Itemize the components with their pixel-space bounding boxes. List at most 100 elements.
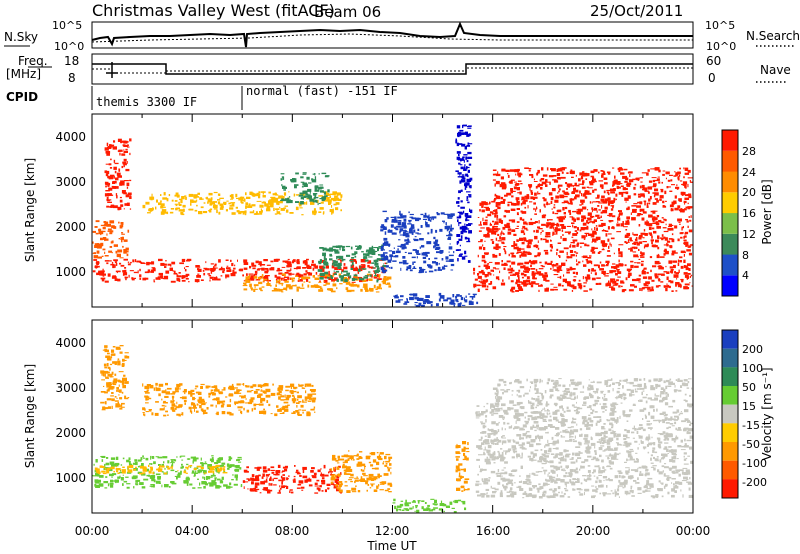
power-cbar-tick-8: 8: [742, 249, 749, 262]
power-echo-cell: [519, 191, 522, 195]
power-echo-cell: [523, 280, 527, 284]
power-echo-cell: [502, 198, 506, 202]
power-echo-cell: [652, 202, 657, 205]
power-echo-cell: [671, 201, 676, 205]
velocity-echo-cell: [148, 470, 152, 474]
velocity-echo-cell: [308, 484, 313, 487]
power-echo-cell: [295, 273, 301, 277]
velocity-echo-cell: [455, 445, 459, 449]
velocity-echo-cell: [555, 466, 561, 471]
power-echo-cell: [597, 205, 600, 207]
power-echo-cell: [212, 279, 217, 281]
power-echo-cell: [455, 249, 460, 251]
velocity-echo-cell: [538, 496, 543, 499]
velocity-echo-cell: [632, 427, 635, 430]
power-echo-cell: [405, 215, 407, 218]
velocity-echo-cell: [514, 380, 519, 383]
power-echo-cell: [464, 183, 467, 187]
power-echo-cell: [670, 245, 673, 249]
velocity-echo-cell: [464, 455, 466, 458]
power-echo-cell: [644, 190, 649, 192]
power-echo-cell: [419, 218, 421, 220]
power-echo-cell: [92, 241, 94, 244]
velocity-echo-cell: [680, 489, 682, 492]
power-echo-cell: [383, 263, 385, 265]
power-echo-cell: [287, 264, 292, 268]
velocity-echo-cell: [345, 455, 350, 458]
power-echo-cell: [223, 268, 225, 271]
power-echo-cell: [525, 279, 531, 283]
power-echo-cell: [550, 197, 554, 201]
power-echo-cell: [583, 264, 587, 267]
power-echo-cell: [507, 201, 512, 203]
power-echo-cell: [495, 204, 498, 208]
power-echo-cell: [537, 240, 539, 243]
velocity-echo-cell: [360, 469, 363, 472]
power-echo-cell: [618, 212, 623, 216]
power-echo-cell: [626, 232, 631, 237]
power-echo-cell: [665, 250, 669, 255]
power-echo-cell: [339, 283, 343, 285]
power-echo-cell: [535, 268, 538, 272]
power-echo-cell: [666, 242, 668, 245]
velocity-echo-cell: [102, 406, 105, 410]
power-echo-cell: [500, 282, 506, 286]
velocity-echo-cell: [115, 456, 119, 460]
velocity-echo-cell: [556, 493, 559, 497]
power-echo-cell: [393, 247, 395, 249]
power-echo-cell: [426, 215, 430, 218]
power-echo-cell: [514, 169, 519, 173]
power-echo-cell: [618, 259, 620, 263]
power-echo-cell: [591, 269, 597, 272]
velocity-echo-cell: [170, 462, 175, 464]
power-echo-cell: [566, 172, 569, 174]
power-echo-cell: [383, 226, 387, 230]
velocity-echo-cell: [684, 409, 689, 413]
velocity-echo-cell: [605, 479, 611, 481]
velocity-echo-cell: [119, 351, 123, 354]
velocity-echo-cell: [562, 408, 564, 411]
velocity-echo-cell: [565, 465, 569, 469]
power-echo-cell: [205, 261, 207, 264]
velocity-echo-cell: [557, 486, 561, 490]
power-echo-cell: [464, 146, 467, 150]
power-echo-cell: [382, 210, 387, 213]
power-echo-cell: [598, 224, 604, 227]
power-echo-cell: [535, 283, 540, 285]
power-echo-cell: [98, 228, 102, 232]
power-echo-cell: [304, 264, 308, 266]
power-echo-cell: [319, 186, 324, 189]
power-echo-cell: [556, 270, 560, 273]
power-echo-cell: [569, 245, 572, 248]
velocity-echo-cell: [181, 459, 184, 461]
velocity-echo-cell: [581, 461, 586, 464]
power-echo-cell: [124, 180, 129, 182]
power-echo-cell: [642, 188, 644, 191]
velocity-echo-cell: [689, 435, 693, 439]
power-echo-cell: [459, 253, 461, 257]
velocity-echo-cell: [334, 478, 339, 481]
velocity-echo-cell: [603, 395, 606, 398]
power-echo-cell: [290, 268, 292, 271]
velocity-echo-cell: [625, 472, 628, 475]
power-echo-cell: [616, 185, 619, 189]
velocity-echo-cell: [121, 469, 126, 472]
power-echo-cell: [323, 280, 325, 282]
velocity-echo-cell: [258, 474, 261, 477]
velocity-echo-cell: [110, 457, 116, 460]
velocity-echo-cell: [665, 395, 667, 398]
power-echo-cell: [649, 234, 653, 236]
power-echo-cell: [209, 279, 211, 282]
power-echo-cell: [114, 186, 119, 189]
power-echo-cell: [425, 220, 427, 223]
power-echo-cell: [632, 209, 637, 213]
velocity-echo-cell: [475, 483, 479, 487]
power-echo-cell: [312, 275, 315, 278]
velocity-echo-cell: [101, 466, 105, 468]
velocity-echo-cell: [500, 477, 506, 481]
velocity-echo-cell: [601, 486, 604, 488]
power-echo-cell: [666, 186, 669, 189]
power-echo-cell: [523, 284, 527, 287]
velocity-echo-cell: [573, 469, 577, 473]
velocity-echo-cell: [547, 378, 551, 382]
